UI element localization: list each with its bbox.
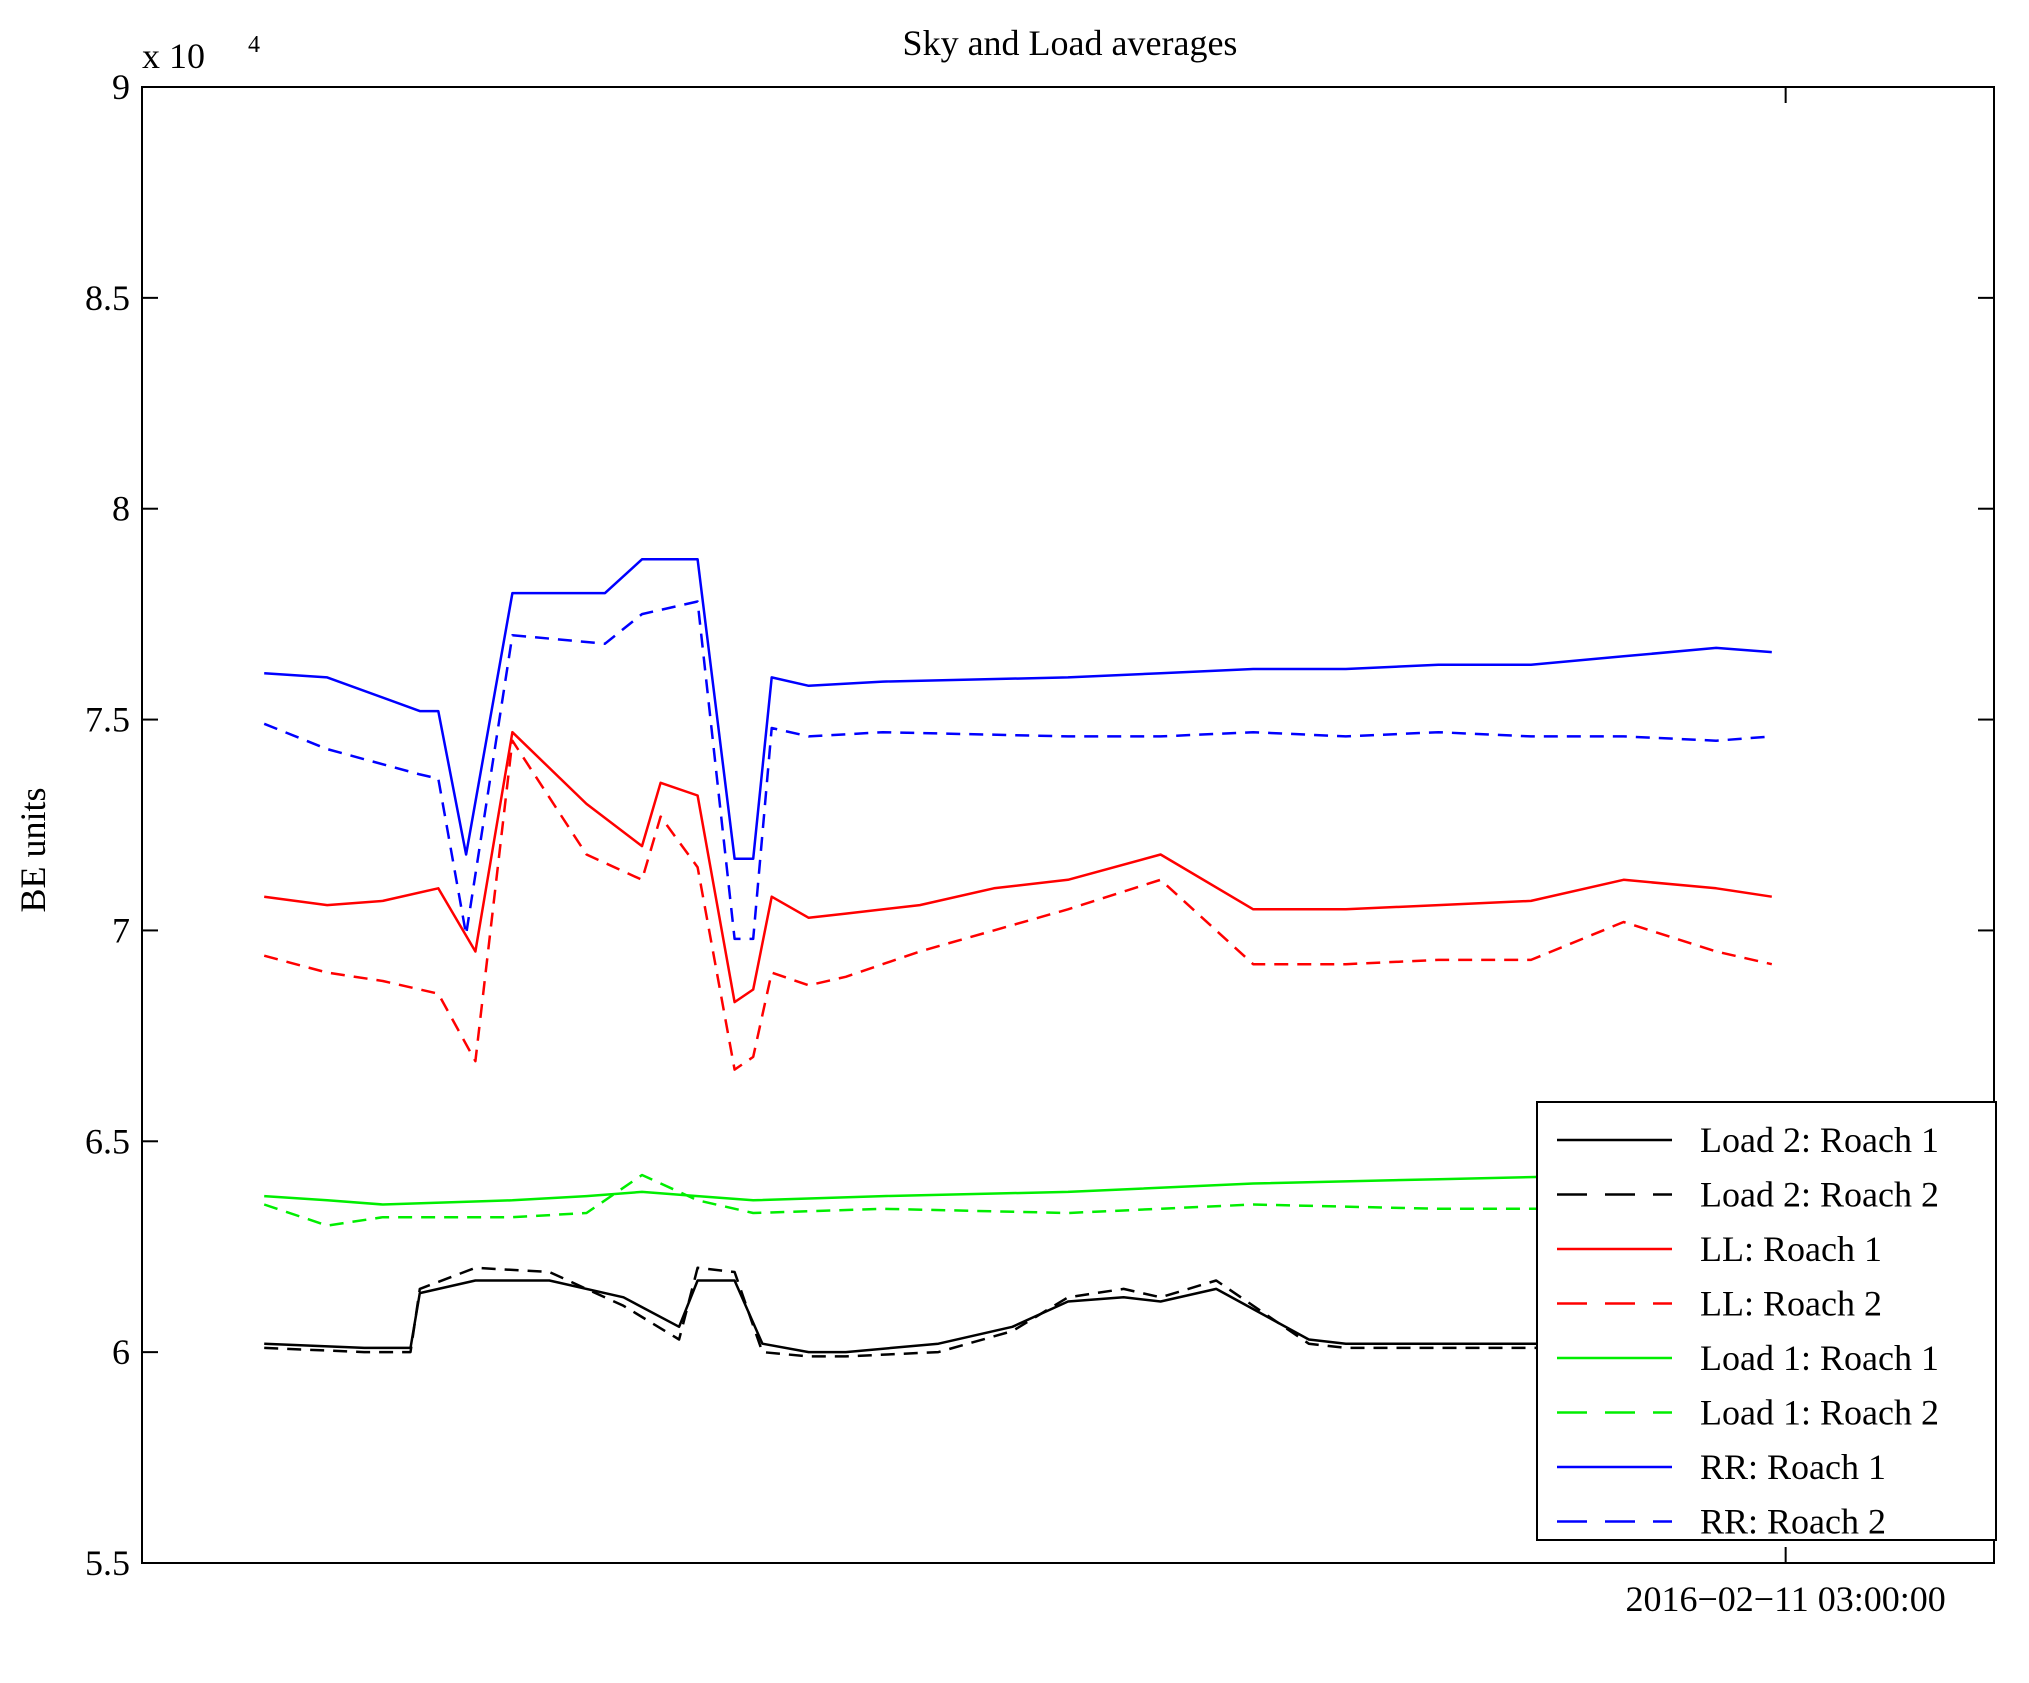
legend-label: Load 1: Roach 1 bbox=[1700, 1338, 1939, 1378]
y-tick-label: 8.5 bbox=[85, 278, 130, 318]
legend-label: LL: Roach 1 bbox=[1700, 1229, 1882, 1269]
y-tick-labels: 5.5 6 6.5 7 7.5 8 8.5 9 bbox=[85, 67, 130, 1583]
series-line-3 bbox=[264, 730, 1772, 1004]
y-tick-label: 9 bbox=[112, 67, 130, 107]
chart-title: Sky and Load averages bbox=[903, 23, 1238, 63]
y-tick-label: 6 bbox=[112, 1332, 130, 1372]
legend-entries: Load 2: Roach 1 Load 2: Roach 2 LL: Roach … bbox=[1557, 1120, 1939, 1542]
y-tick-label: 8 bbox=[112, 489, 130, 529]
y-tick-label: 5.5 bbox=[85, 1543, 130, 1583]
legend-label: Load 1: Roach 2 bbox=[1700, 1393, 1939, 1433]
series-line-8 bbox=[263, 600, 1772, 941]
series-line-5 bbox=[264, 1173, 1772, 1206]
axes-frame bbox=[141, 86, 1995, 1564]
y-exponent-label: x 10 4 bbox=[142, 32, 260, 76]
legend-label: Load 2: Roach 1 bbox=[1700, 1120, 1939, 1160]
y-exponent-base: x 10 bbox=[142, 36, 205, 76]
legend-label: LL: Roach 2 bbox=[1700, 1284, 1882, 1324]
series-line-7 bbox=[264, 558, 1772, 860]
legend-label: Load 2: Roach 2 bbox=[1700, 1175, 1939, 1215]
y-tick-label: 6.5 bbox=[85, 1121, 130, 1161]
legend-label: RR: Roach 1 bbox=[1700, 1447, 1886, 1487]
series-line-6 bbox=[263, 1173, 1772, 1227]
y-tick-label: 7 bbox=[112, 910, 130, 950]
legend: Load 2: Roach 1 Load 2: Roach 2 LL: Roach … bbox=[1536, 1101, 1997, 1542]
legend-label: RR: Roach 2 bbox=[1700, 1502, 1886, 1542]
x-tick-label: 2016−02−11 03:00:00 bbox=[1626, 1579, 1946, 1619]
series-line-4 bbox=[263, 739, 1773, 1071]
y-axis-label: BE units bbox=[13, 787, 53, 912]
x-tick-labels: 2016−02−11 03:00:00 bbox=[1626, 1579, 1946, 1619]
y-tick-label: 7.5 bbox=[85, 700, 130, 740]
y-exponent-power: 4 bbox=[248, 32, 260, 58]
